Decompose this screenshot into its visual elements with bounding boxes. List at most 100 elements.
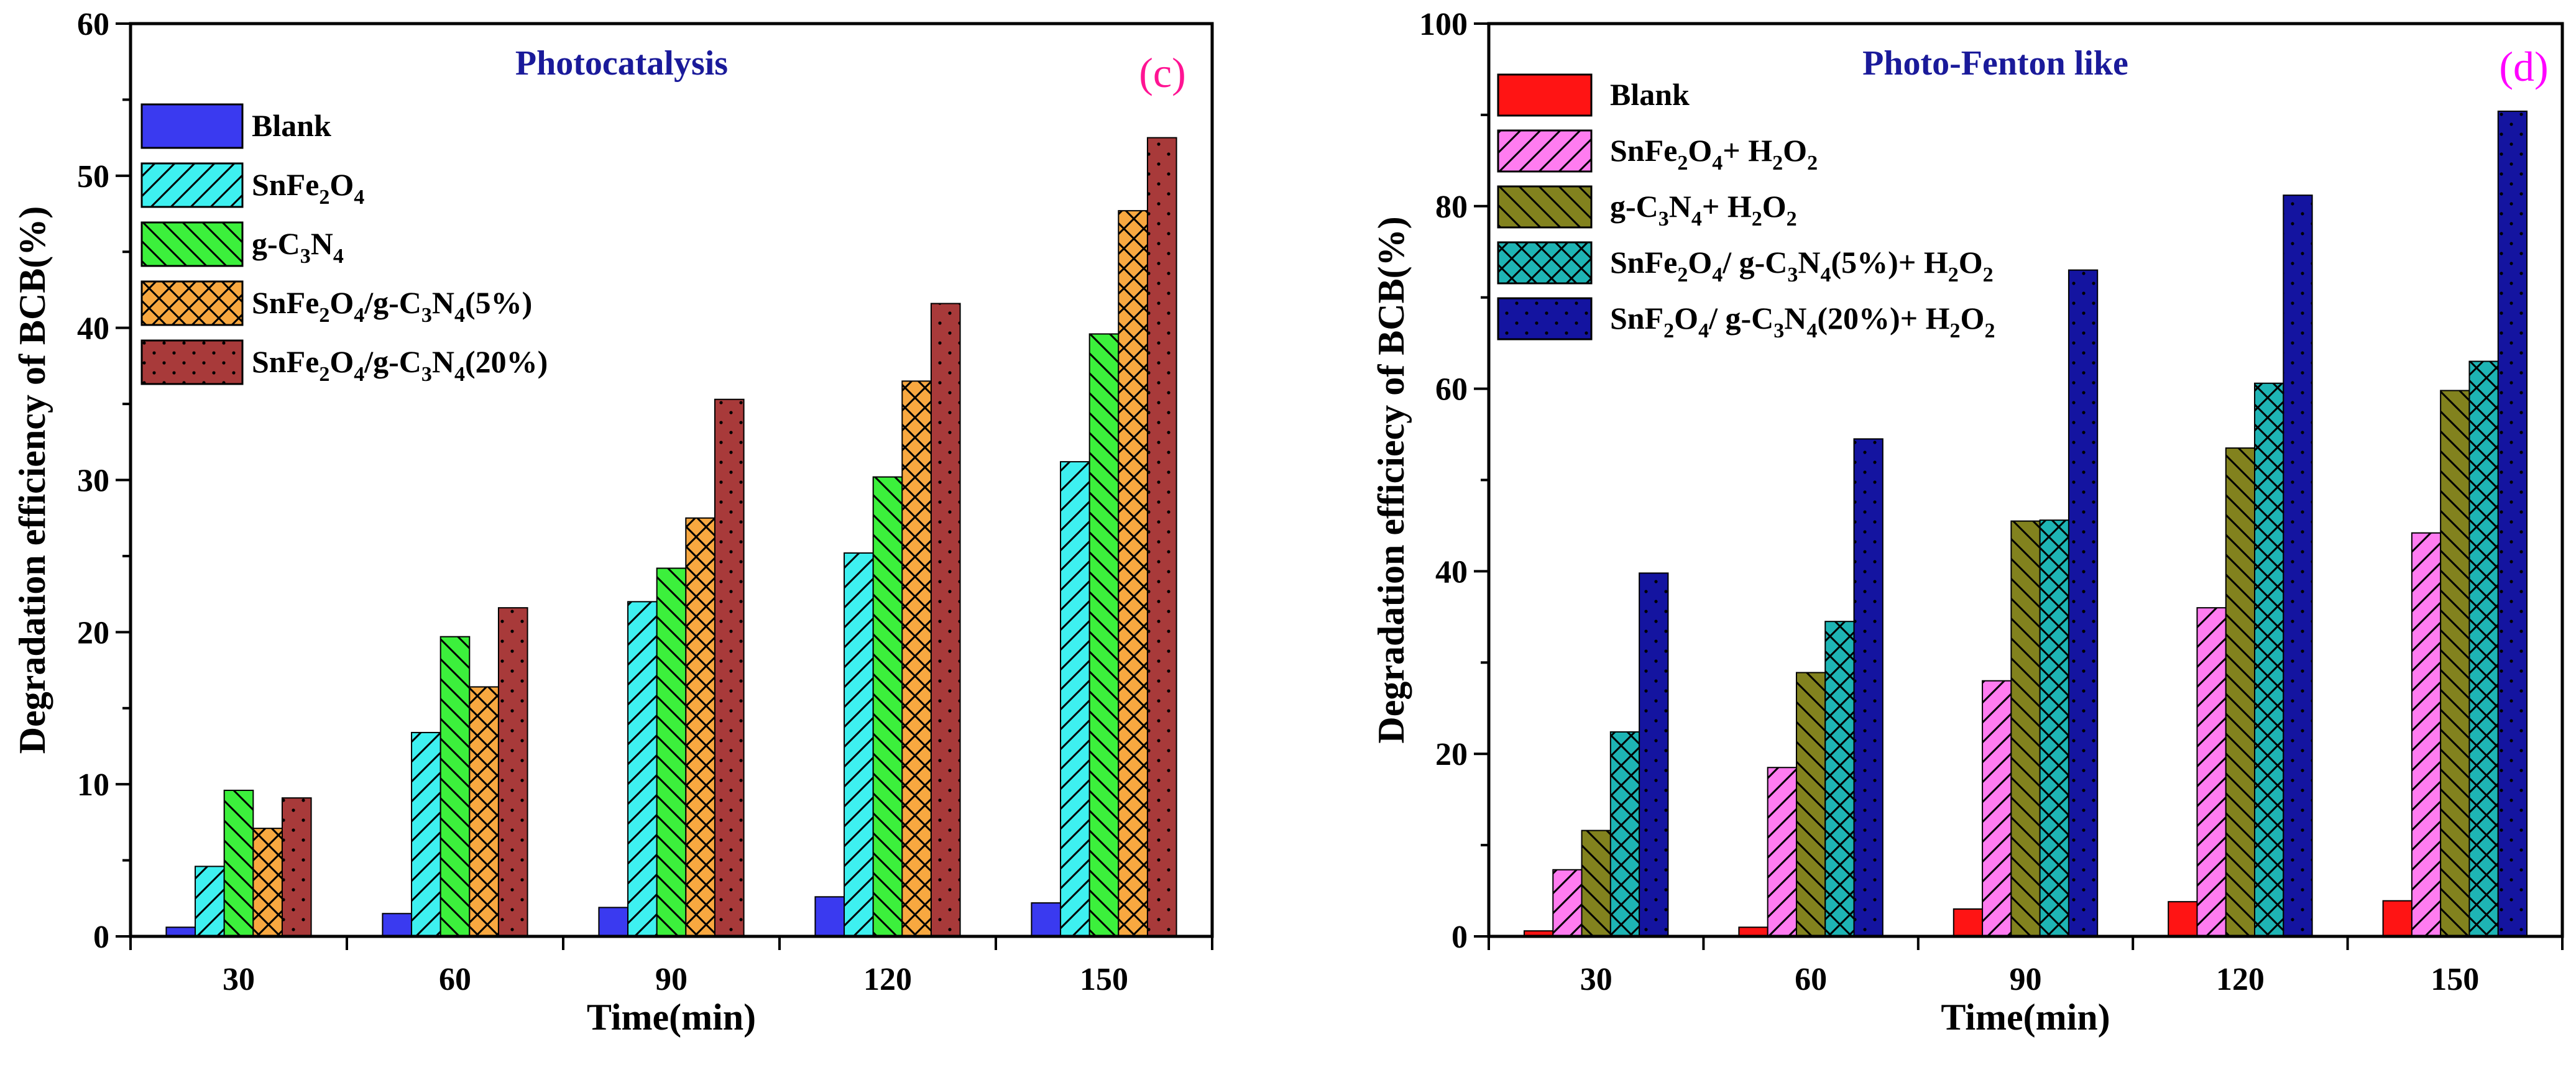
bar-5-90 xyxy=(714,398,745,937)
legend-label: SnFe2O4/g-C3N4(5%) xyxy=(252,285,532,327)
legend-label: SnFe2O4+ H2O2 xyxy=(1610,133,1818,175)
legend-label: SnFe2O4 xyxy=(252,167,364,209)
y-tick-label: 40 xyxy=(1435,554,1468,590)
bar-3-120 xyxy=(872,476,903,937)
bars xyxy=(165,137,1177,938)
bar-1-120 xyxy=(2168,901,2198,937)
legend-label: SnFe2O4/g-C3N4(20%) xyxy=(252,344,548,386)
y-tick-label: 50 xyxy=(77,159,109,194)
legend-swatch xyxy=(1497,185,1593,229)
legend-label: g-C3N4 xyxy=(252,226,344,268)
bar-3-150 xyxy=(1088,333,1120,937)
y-tick-label: 20 xyxy=(1435,737,1468,772)
legend-swatch xyxy=(140,339,244,385)
legend-swatch xyxy=(140,221,244,267)
x-tick-label: 60 xyxy=(1795,962,1827,997)
y-tick-label: 0 xyxy=(1451,920,1468,955)
y-tick-label: 60 xyxy=(77,7,109,42)
chart-title: Photo-Fenton like xyxy=(1862,44,2128,83)
bar-3-60 xyxy=(1795,672,1826,937)
legend-swatch xyxy=(140,162,244,208)
bar-2-120 xyxy=(2196,607,2227,937)
bar-4-60 xyxy=(469,686,499,938)
bar-4-150 xyxy=(2468,360,2499,937)
x-axis-label: Time(min) xyxy=(587,997,756,1038)
y-axis-label: Degradation efficiecy of BCB(%) xyxy=(1371,216,1412,743)
bar-4-150 xyxy=(1118,210,1148,937)
bar-1-90 xyxy=(598,907,629,938)
bar-3-90 xyxy=(656,567,687,937)
y-tick-label: 60 xyxy=(1435,372,1468,408)
chart-title: Photocatalysis xyxy=(515,44,728,83)
bar-5-150 xyxy=(1146,137,1177,937)
bar-2-60 xyxy=(1767,767,1797,937)
bar-1-60 xyxy=(382,913,413,938)
bar-3-120 xyxy=(2225,447,2256,937)
bar-4-120 xyxy=(2254,382,2284,937)
bar-3-30 xyxy=(1581,830,1611,937)
chart-photocatalysis: 0 10 20 30 40 50 60 30 60 90 120 150 Time(min) Degrad… xyxy=(12,7,1214,1038)
legend-swatch xyxy=(140,280,244,326)
bar-5-30 xyxy=(281,797,312,937)
bar-2-60 xyxy=(411,731,441,937)
bar-1-120 xyxy=(814,896,845,938)
y-tick-label: 10 xyxy=(77,767,109,803)
legend: Blank SnFe2O4 g-C3N4 SnFe2O4/g-C3N4(5%) SnFe… xyxy=(140,103,548,386)
bar-5-120 xyxy=(2283,194,2313,937)
legend-label: SnF2O4/ g-C3N4(20%)+ H2O2 xyxy=(1610,301,1995,342)
y-tick-label: 40 xyxy=(77,311,109,347)
legend-swatch xyxy=(1497,241,1593,285)
bar-4-90 xyxy=(2039,519,2069,937)
y-tick-label: 0 xyxy=(93,920,109,955)
x-tick-label: 90 xyxy=(2010,962,2042,997)
legend-label: SnFe2O4/ g-C3N4(5%)+ H2O2 xyxy=(1610,245,1994,286)
x-tick-label: 150 xyxy=(1080,962,1128,997)
x-tick-label: 120 xyxy=(2216,962,2265,997)
bar-1-150 xyxy=(1031,902,1062,938)
y-tick-label: 80 xyxy=(1435,190,1468,225)
bar-2-120 xyxy=(844,552,874,937)
legend-swatch xyxy=(1497,297,1593,341)
bars xyxy=(1523,111,2528,938)
panel-label: (d) xyxy=(2499,43,2548,90)
x-tick-label: 30 xyxy=(1580,962,1612,997)
bar-3-60 xyxy=(439,636,471,937)
bar-4-60 xyxy=(1824,621,1855,937)
bar-4-120 xyxy=(901,380,932,937)
legend-swatch xyxy=(1497,129,1593,173)
x-tick-label: 30 xyxy=(223,962,255,997)
bar-5-120 xyxy=(930,303,961,937)
legend-label: Blank xyxy=(1610,77,1690,112)
legend-swatch xyxy=(140,103,244,149)
bar-3-150 xyxy=(2440,390,2470,937)
bar-3-30 xyxy=(223,789,254,937)
bar-4-90 xyxy=(685,517,715,937)
bar-4-30 xyxy=(1609,731,1640,937)
x-tick-label: 90 xyxy=(655,962,688,997)
x-tick-label: 60 xyxy=(439,962,471,997)
y-tick-label: 100 xyxy=(1419,7,1468,42)
legend-label: Blank xyxy=(252,108,331,143)
bar-3-90 xyxy=(2010,520,2041,937)
bar-2-30 xyxy=(195,866,225,938)
bar-5-90 xyxy=(2068,269,2099,937)
bar-5-150 xyxy=(2497,111,2528,937)
bar-2-30 xyxy=(1552,869,1583,937)
bar-2-150 xyxy=(2411,532,2442,937)
bar-1-90 xyxy=(1953,908,1984,938)
y-tick-label: 30 xyxy=(77,464,109,499)
legend: Blank SnFe2O4+ H2O2 g-C3N4+ H2O2 SnFe2O4/ g… xyxy=(1497,73,1995,342)
bar-2-150 xyxy=(1060,461,1090,937)
legend-swatch xyxy=(1497,73,1593,117)
bar-2-90 xyxy=(627,601,658,937)
bar-5-60 xyxy=(1853,438,1884,937)
legend-label: g-C3N4+ H2O2 xyxy=(1610,189,1797,231)
bar-1-150 xyxy=(2382,900,2413,937)
bar-2-90 xyxy=(1982,680,2012,938)
chart-photo-fenton: 0 20 40 60 80 100 30 60 90 120 150 Time(min) Degrada… xyxy=(1371,7,2564,1038)
y-axis-label: Degradation efficiency of BCB(%) xyxy=(12,206,53,754)
panel-label: (c) xyxy=(1139,49,1185,96)
x-tick-label: 120 xyxy=(863,962,912,997)
x-axis-label: Time(min) xyxy=(1941,997,2110,1038)
